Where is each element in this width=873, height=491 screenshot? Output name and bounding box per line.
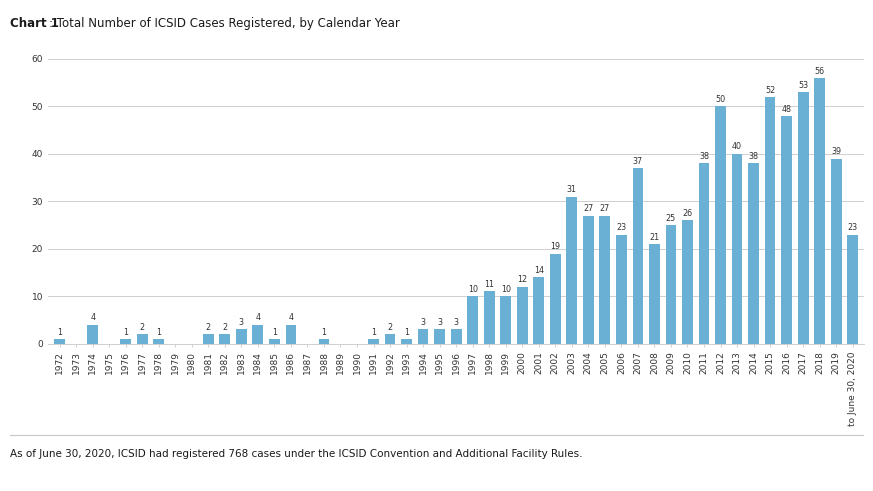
Text: 12: 12 [517, 275, 527, 284]
Text: 50: 50 [716, 95, 725, 104]
Bar [567, 196, 577, 344]
Bar [285, 325, 296, 344]
Bar [137, 334, 148, 344]
Text: 11: 11 [485, 280, 494, 289]
Bar [600, 216, 610, 344]
Text: 1: 1 [57, 327, 62, 337]
Text: As of June 30, 2020, ICSID had registered 768 cases under the ICSID Convention a: As of June 30, 2020, ICSID had registere… [10, 449, 583, 459]
Bar [54, 339, 65, 344]
Text: 4: 4 [288, 313, 293, 323]
Text: 14: 14 [533, 266, 544, 275]
Text: 1: 1 [123, 327, 128, 337]
Text: 56: 56 [815, 67, 825, 76]
Text: 19: 19 [550, 242, 560, 251]
Text: 1: 1 [404, 327, 409, 337]
Bar [550, 253, 560, 344]
Bar [815, 78, 825, 344]
Text: 38: 38 [699, 152, 709, 161]
Bar [368, 339, 379, 344]
Bar [252, 325, 264, 344]
Text: 4: 4 [90, 313, 95, 323]
Text: 3: 3 [421, 318, 426, 327]
Bar [633, 168, 643, 344]
Text: 2: 2 [223, 323, 227, 332]
Bar [484, 292, 495, 344]
Bar [87, 325, 98, 344]
Text: 1: 1 [156, 327, 162, 337]
Text: 39: 39 [831, 147, 842, 156]
Text: 1: 1 [321, 327, 327, 337]
Bar [798, 92, 808, 344]
Text: 40: 40 [732, 142, 742, 152]
Bar [583, 216, 594, 344]
Text: 3: 3 [437, 318, 442, 327]
Bar [319, 339, 329, 344]
Text: 31: 31 [567, 185, 577, 194]
Bar [748, 164, 759, 344]
Bar [500, 296, 511, 344]
Text: 1: 1 [272, 327, 277, 337]
Text: 27: 27 [583, 204, 594, 213]
Text: 37: 37 [633, 157, 643, 166]
Bar [781, 116, 792, 344]
Bar [831, 159, 842, 344]
Bar [385, 334, 395, 344]
Text: 48: 48 [781, 105, 792, 113]
Text: 27: 27 [600, 204, 610, 213]
Text: 21: 21 [650, 233, 659, 242]
Bar [450, 329, 462, 344]
Bar [219, 334, 230, 344]
Bar [682, 220, 693, 344]
Text: Chart 1: Chart 1 [10, 17, 59, 30]
Bar [665, 225, 677, 344]
Text: 4: 4 [256, 313, 260, 323]
Bar [732, 154, 742, 344]
Bar [417, 329, 429, 344]
Bar [533, 277, 544, 344]
Text: 25: 25 [666, 214, 676, 223]
Text: 10: 10 [468, 285, 478, 294]
Bar [434, 329, 445, 344]
Text: 2: 2 [140, 323, 145, 332]
Bar [467, 296, 478, 344]
Bar [649, 244, 660, 344]
Bar [715, 107, 725, 344]
Text: 2: 2 [206, 323, 211, 332]
Text: 23: 23 [616, 223, 627, 232]
Bar [848, 235, 858, 344]
Text: 1: 1 [371, 327, 376, 337]
Text: 3: 3 [239, 318, 244, 327]
Bar [120, 339, 131, 344]
Text: 52: 52 [765, 85, 775, 95]
Text: 10: 10 [501, 285, 511, 294]
Text: 26: 26 [683, 209, 692, 218]
Text: : Total Number of ICSID Cases Registered, by Calendar Year: : Total Number of ICSID Cases Registered… [49, 17, 400, 30]
Text: 2: 2 [388, 323, 393, 332]
Text: 53: 53 [798, 81, 808, 90]
Text: 23: 23 [848, 223, 858, 232]
Bar [765, 97, 775, 344]
Bar [236, 329, 247, 344]
Bar [698, 164, 710, 344]
Bar [402, 339, 412, 344]
Bar [154, 339, 164, 344]
Bar [517, 287, 527, 344]
Bar [269, 339, 279, 344]
Bar [203, 334, 214, 344]
Text: 3: 3 [454, 318, 458, 327]
Text: 38: 38 [748, 152, 759, 161]
Bar [616, 235, 627, 344]
